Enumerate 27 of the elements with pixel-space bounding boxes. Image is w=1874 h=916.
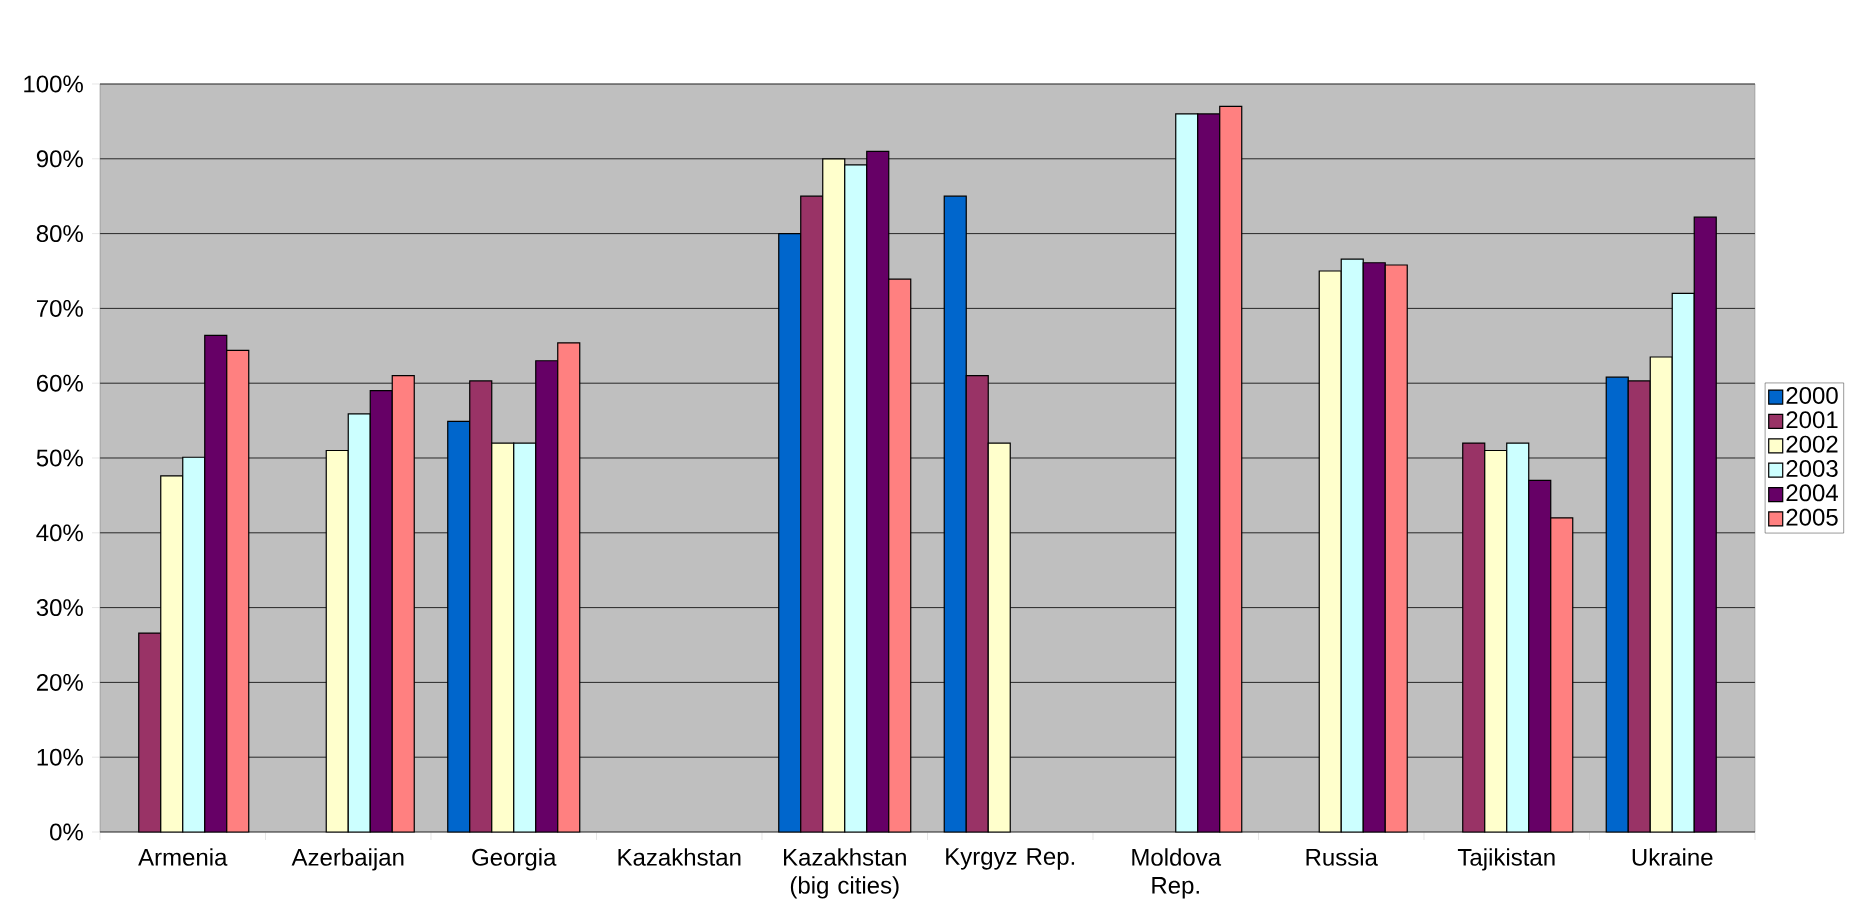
- y-tick-label: 10%: [37, 748, 83, 766]
- x-tick-label: Kazakhstan: [618, 848, 741, 866]
- y-tick-label: 40%: [36, 524, 83, 542]
- y-tick-label: 30%: [36, 599, 83, 617]
- x-tick-label: Ukraine: [1632, 848, 1713, 866]
- x-tick-label: Kyrgyz Rep.: [946, 848, 1075, 870]
- legend-label: 2000: [1786, 386, 1838, 404]
- y-tick-label: 60%: [36, 374, 83, 392]
- y-tick-label: 70%: [36, 299, 83, 317]
- y-tick-label: 100%: [24, 75, 83, 93]
- x-tick-label: Tajikistan: [1457, 848, 1555, 871]
- x-tick-label: Kazakhstan (big cities): [784, 848, 906, 899]
- legend-label: 2002: [1786, 435, 1838, 453]
- legend-label: 2001: [1786, 411, 1838, 429]
- legend-label: 2005: [1786, 508, 1838, 526]
- y-tick-label: 90%: [36, 150, 83, 168]
- legend-label: 2004: [1786, 484, 1838, 502]
- x-tick-label: Armenia: [138, 848, 228, 866]
- y-tick-label: 0%: [50, 823, 83, 841]
- x-tick-label: Moldova Rep.: [1132, 848, 1222, 899]
- y-tick-label: 50%: [36, 449, 83, 467]
- x-tick-label: Russia: [1306, 848, 1378, 866]
- x-tick-label: Azerbaijan: [291, 848, 404, 871]
- y-tick-label: 80%: [36, 225, 83, 243]
- legend-label: 2003: [1786, 460, 1838, 477]
- y-tick-label: 20%: [36, 673, 83, 691]
- x-tick-label: Georgia: [472, 848, 557, 871]
